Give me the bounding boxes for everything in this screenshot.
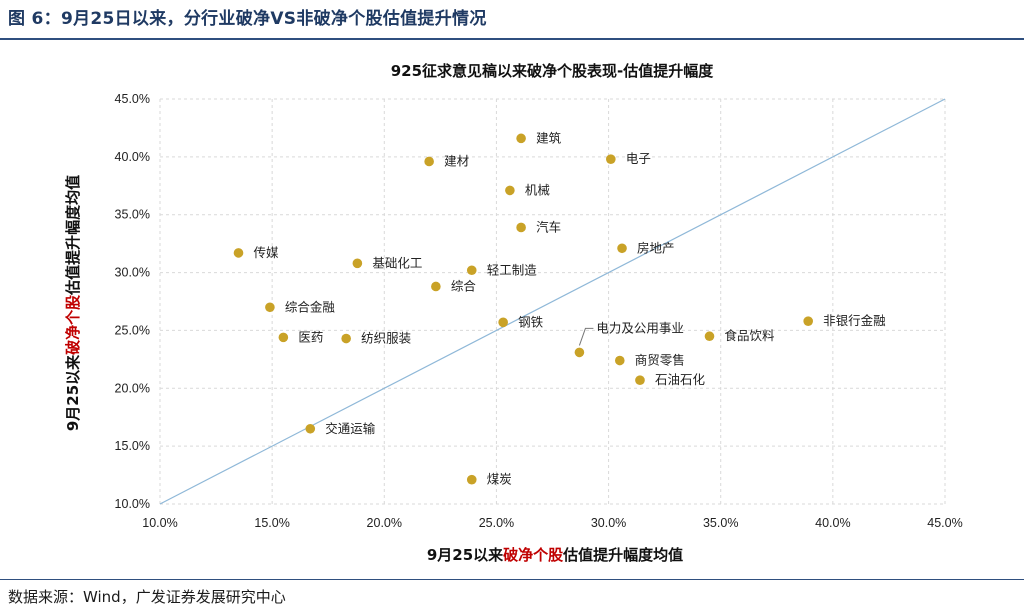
data-point bbox=[704, 331, 715, 342]
y-axis-label: 9月25以来破净个股估值提升幅度均值 bbox=[64, 175, 82, 431]
figure-title: 图 6：9月25日以来，分行业破净VS非破净个股估值提升情况 bbox=[8, 9, 487, 29]
point-label: 汽车 bbox=[536, 219, 561, 234]
chart-title: 925征求意见稿以来破净个股表现-估值提升幅度 bbox=[391, 62, 715, 80]
data-point bbox=[305, 423, 316, 434]
data-point bbox=[516, 222, 526, 233]
y-tick-label: 35.0% bbox=[115, 208, 150, 222]
x-tick-label: 35.0% bbox=[703, 516, 738, 530]
x-axis-label: 9月25以来破净个股估值提升幅度均值 bbox=[427, 546, 683, 564]
y-tick-label: 45.0% bbox=[115, 92, 150, 106]
bottom-rule bbox=[0, 579, 1024, 580]
diagonal-line bbox=[159, 98, 946, 505]
x-tick-label: 45.0% bbox=[927, 516, 962, 530]
point-label: 医药 bbox=[298, 329, 323, 344]
y-tick-label: 20.0% bbox=[115, 381, 150, 395]
data-point bbox=[431, 281, 441, 292]
axis-label-part: 破净个股 bbox=[503, 546, 564, 564]
y-tick-label: 15.0% bbox=[115, 439, 150, 453]
x-tick-label: 25.0% bbox=[479, 516, 514, 530]
y-tick-label: 30.0% bbox=[115, 266, 150, 280]
data-point bbox=[516, 133, 526, 144]
data-point bbox=[498, 317, 508, 328]
data-point bbox=[341, 333, 351, 344]
data-point bbox=[505, 185, 515, 196]
source-note: 数据来源：Wind，广发证券发展研究中心 bbox=[8, 588, 286, 606]
y-tick-label: 25.0% bbox=[115, 323, 150, 337]
axis-label-part: 估值提升幅度均值 bbox=[562, 546, 683, 564]
point-label: 轻工制造 bbox=[487, 262, 538, 277]
point-label: 石油石化 bbox=[655, 372, 706, 387]
data-point bbox=[614, 355, 625, 366]
grid-lines bbox=[159, 98, 946, 505]
point-label: 基础化工 bbox=[372, 255, 422, 270]
axis-label-part: 估值提升幅度均值 bbox=[64, 175, 82, 296]
x-tick-label: 20.0% bbox=[367, 516, 402, 530]
axis-label-part: 9月25以来 bbox=[427, 546, 504, 564]
point-label: 交通运输 bbox=[325, 421, 376, 436]
data-point bbox=[574, 347, 585, 358]
point-label: 钢铁 bbox=[518, 314, 544, 329]
point-label: 建材 bbox=[444, 153, 469, 168]
y-tick-label: 40.0% bbox=[115, 150, 150, 164]
axis-label-part: 9月25以来 bbox=[64, 354, 82, 431]
data-point bbox=[424, 156, 434, 167]
reference-line-y-equals-x bbox=[159, 98, 946, 505]
callout-leader-line bbox=[578, 327, 594, 346]
data-point bbox=[617, 243, 627, 254]
axis-label-part: 破净个股 bbox=[64, 294, 82, 355]
x-tick-label: 40.0% bbox=[815, 516, 850, 530]
point-label: 食品饮料 bbox=[725, 328, 776, 343]
point-label: 机械 bbox=[525, 182, 551, 197]
y-tick-labels: 10.0% 15.0% 20.0% 25.0% 30.0% 35.0% 40.0% 45.0% bbox=[115, 92, 150, 511]
point-label: 房地产 bbox=[637, 240, 675, 255]
data-point bbox=[466, 474, 477, 485]
data-point bbox=[278, 332, 289, 343]
data-point bbox=[265, 302, 275, 313]
point-label: 纺织服装 bbox=[361, 331, 411, 346]
point-label: 传媒 bbox=[254, 245, 280, 260]
point-label: 煤炭 bbox=[487, 472, 512, 487]
scatter-chart: 925征求意见稿以来破净个股表现-估值提升幅度 10.0% 15.0% 20.0% 2… bbox=[64, 62, 963, 564]
data-point bbox=[352, 258, 363, 269]
point-label: 电力及公用事业 bbox=[596, 320, 684, 335]
y-tick-label: 10.0% bbox=[115, 497, 150, 511]
point-label: 综合 bbox=[451, 278, 477, 293]
x-tick-labels: 10.0% 15.0% 20.0% 25.0% 30.0% 35.0% 40.0% 45.0% bbox=[142, 516, 962, 530]
x-tick-label: 15.0% bbox=[254, 516, 289, 530]
data-point bbox=[803, 316, 813, 326]
data-point bbox=[233, 248, 244, 258]
x-tick-label: 10.0% bbox=[142, 516, 177, 530]
data-point bbox=[466, 265, 477, 276]
point-label: 综合金融 bbox=[285, 299, 336, 314]
top-rule bbox=[0, 38, 1024, 40]
point-label: 建筑 bbox=[536, 130, 562, 145]
x-tick-label: 30.0% bbox=[591, 516, 626, 530]
data-point bbox=[606, 154, 616, 164]
data-point bbox=[635, 375, 645, 385]
point-label: 电子 bbox=[626, 151, 651, 166]
point-label: 商贸零售 bbox=[635, 353, 685, 368]
point-label: 非银行金融 bbox=[823, 313, 886, 328]
